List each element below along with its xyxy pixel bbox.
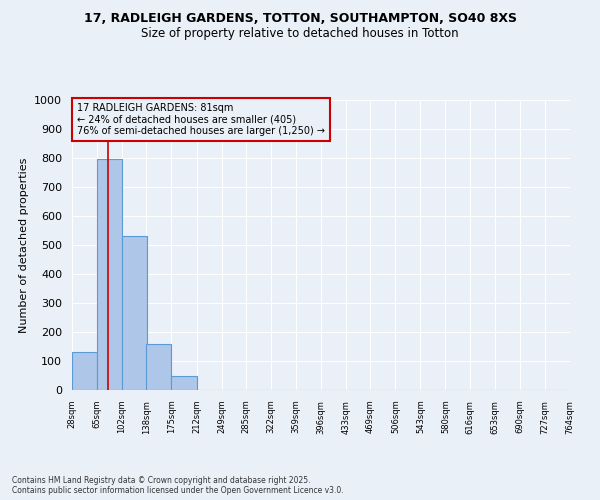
Bar [122,236,147,390]
Bar [72,352,97,390]
Text: Contains HM Land Registry data © Crown copyright and database right 2025.
Contai: Contains HM Land Registry data © Crown c… [12,476,344,495]
Bar [146,344,172,390]
Bar [97,160,122,390]
Text: Size of property relative to detached houses in Totton: Size of property relative to detached ho… [141,28,459,40]
Y-axis label: Number of detached properties: Number of detached properties [19,158,29,332]
Text: 17 RADLEIGH GARDENS: 81sqm
← 24% of detached houses are smaller (405)
76% of sem: 17 RADLEIGH GARDENS: 81sqm ← 24% of deta… [77,103,325,136]
Bar [172,376,197,390]
Text: 17, RADLEIGH GARDENS, TOTTON, SOUTHAMPTON, SO40 8XS: 17, RADLEIGH GARDENS, TOTTON, SOUTHAMPTO… [83,12,517,26]
